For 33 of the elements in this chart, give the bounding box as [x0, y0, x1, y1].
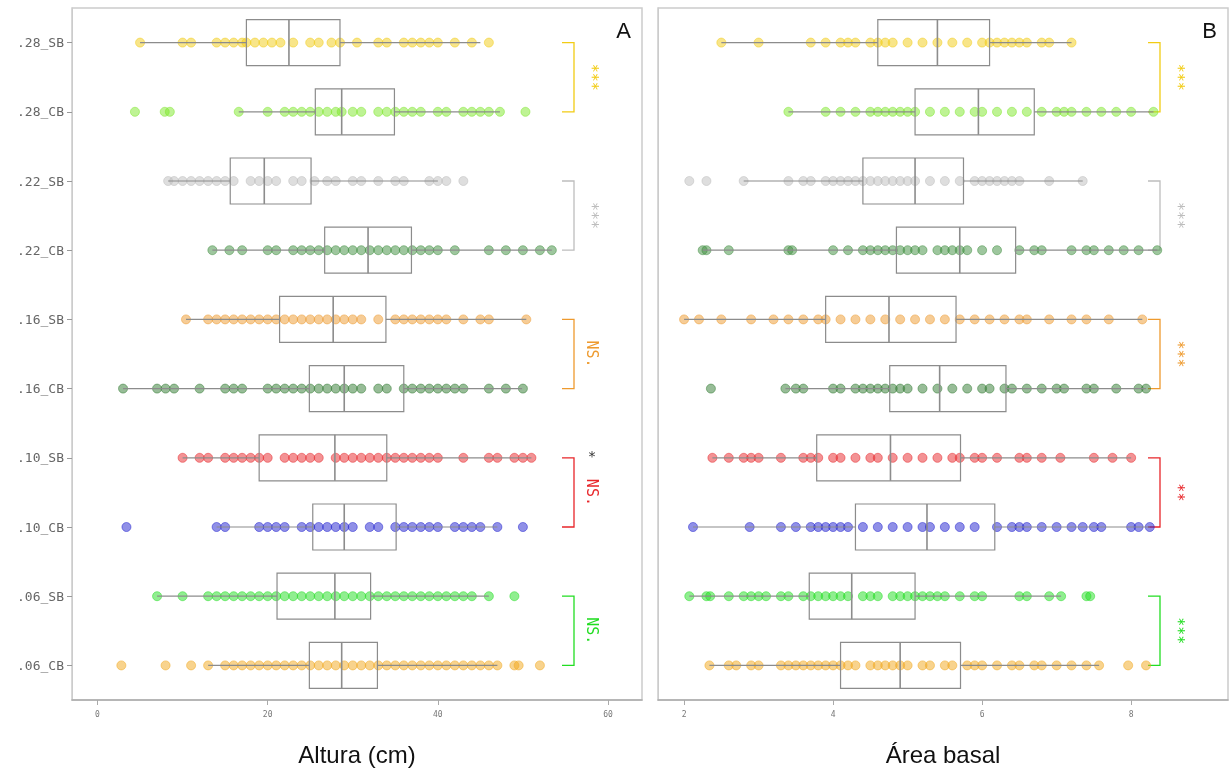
y-tick-label: .06_CB: [17, 657, 65, 673]
y-tick-label: .10_SB: [17, 450, 65, 466]
y-tick-label: .16_CB: [17, 381, 65, 397]
annotation: NS.: [583, 340, 601, 368]
annotation: ***: [1169, 617, 1187, 645]
x-tick-label: 6: [979, 709, 985, 719]
annotation: ***: [1169, 340, 1187, 368]
x-tick-label: 8: [1128, 709, 1134, 719]
x-tick-label: 4: [830, 709, 836, 719]
annotation: *: [588, 447, 596, 464]
chart-title: A: [616, 17, 632, 43]
annotation: ***: [583, 63, 601, 91]
annotation: NS.: [583, 617, 601, 645]
y-tick-label: .06_SB: [17, 588, 65, 604]
chart-title: B: [1202, 17, 1218, 43]
annotation: ***: [1169, 202, 1187, 230]
y-tick-label: .22_CB: [17, 242, 65, 258]
x-tick-label: 20: [262, 709, 273, 719]
x-tick-label: 40: [433, 709, 443, 719]
annotation: NS.: [583, 478, 601, 506]
y-tick-label: .28_CB: [17, 104, 65, 120]
x-tick-label: 2: [681, 709, 687, 719]
x-axis-title: Altura (cm): [298, 740, 416, 768]
annotation: **: [1169, 483, 1187, 502]
x-axis-title: Área basal: [885, 740, 1001, 768]
y-tick-label: .16_SB: [17, 311, 65, 327]
y-tick-label: .28_SB: [17, 35, 65, 51]
y-tick-label: .10_CB: [17, 519, 65, 535]
y-tick-label: .22_SB: [17, 173, 65, 189]
x-tick-label: 0: [95, 709, 101, 719]
annotation: ***: [1169, 63, 1187, 91]
annotation: ***: [583, 202, 601, 230]
x-tick-label: 60: [603, 709, 613, 719]
